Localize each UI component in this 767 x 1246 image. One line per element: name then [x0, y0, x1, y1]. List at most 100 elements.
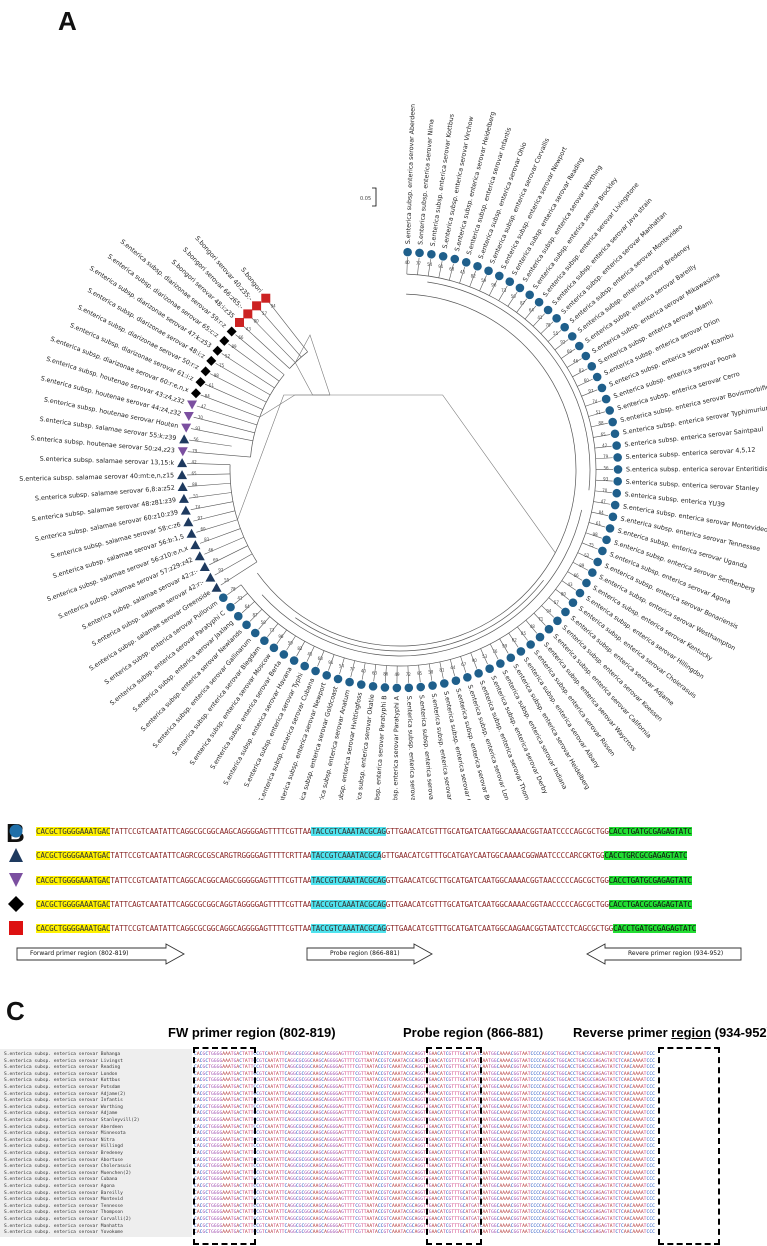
panel-c-label: C: [6, 996, 25, 1026]
terminal-branch: [498, 285, 508, 301]
terminal-branch: [259, 309, 302, 358]
inverted-triangle-marker-icon: [183, 411, 194, 421]
circle-marker-icon: [415, 248, 424, 258]
square-marker-icon: [261, 293, 271, 303]
alignment-row-name: S.enterica subsp. enterica serovar Monte…: [4, 1197, 123, 1203]
terminal-branch: [199, 528, 241, 544]
clade-arc-sub: [257, 293, 577, 647]
terminal-branch: [188, 492, 232, 499]
reverse-primer-seq: CACCTGACGCGAGAGTATC: [608, 899, 692, 909]
circle-marker-icon: [543, 305, 553, 315]
probe-seq: TACCGTCAAATACGCA: [311, 850, 382, 860]
bootstrap-value: 93: [603, 477, 609, 482]
circle-marker-icon: [602, 535, 611, 545]
circle-marker-icon: [495, 271, 504, 281]
terminal-branch: [235, 334, 285, 375]
circle-marker-icon: [575, 588, 585, 598]
bootstrap-value: 77: [350, 666, 356, 671]
circle-marker-icon: [613, 465, 623, 474]
bootstrap-value: 48: [530, 624, 536, 629]
circle-marker-icon: [461, 258, 471, 267]
terminal-branch: [533, 612, 546, 626]
terminal-branch: [548, 597, 562, 609]
circle-marker-icon: [608, 417, 617, 427]
triangle-marker-icon: [180, 505, 191, 515]
bootstrap-value: 47: [601, 499, 607, 504]
bootstrap-value: 87: [520, 300, 526, 305]
bootstrap-value: 60: [200, 526, 206, 531]
circle-marker-icon: [505, 277, 515, 286]
terminal-branch: [187, 473, 231, 476]
alignment-row-sequence: CACGCTGGGGAAATGACTATTCCGTCAATATTCAGGCGCG…: [194, 1058, 655, 1064]
bootstrap-value: 59: [481, 278, 487, 283]
alignment-row-name: S.enterica subsp. enterica serovar Barei…: [4, 1190, 123, 1196]
bootstrap-value: 43: [568, 582, 574, 587]
alignment-row-name: S.enterica subsp. enterica serovar Agona: [4, 1184, 115, 1189]
alignment-row-sequence: CACGCTGGGGAAATGACTATTCCGTCAATATTCAGGCGCG…: [194, 1071, 655, 1077]
terminal-branch: [591, 511, 609, 517]
internal-branch: [237, 394, 330, 520]
terminal-branch: [499, 638, 509, 654]
terminal-branch: [572, 561, 589, 571]
inverted-triangle-marker-icon: [9, 873, 23, 887]
panel-a-label: A: [58, 6, 77, 36]
root-branch: [295, 334, 331, 396]
circle-marker-icon: [233, 611, 243, 621]
circle-marker-icon: [242, 620, 251, 630]
terminal-branch: [541, 605, 555, 618]
terminal-branch: [215, 363, 271, 396]
probe-seq: TACCGTCAAATACGCAG: [311, 875, 386, 885]
circle-marker-icon: [345, 677, 354, 687]
triangle-marker-icon: [178, 493, 189, 503]
terminal-branch: [196, 405, 258, 426]
forward-primer-seq: CACGCTGGGGAAATGAC: [36, 899, 111, 909]
alignment-row-sequence: CACGCTGGGGAAATGACTATTCCGTCAATATTCAGGCGCG…: [194, 1065, 655, 1071]
terminal-branch: [227, 584, 242, 595]
bootstrap-value: 76: [492, 649, 498, 654]
bootstrap-value: 44: [450, 665, 456, 670]
terminal-branch: [572, 368, 588, 378]
circle-marker-icon: [561, 607, 570, 617]
panel-c-alignment: S.enterica subsp. enterica serovar Bohan…: [0, 1049, 767, 1241]
alignment-row-name: S.enterica subsp. enterica serovar Adjam…: [4, 1091, 126, 1097]
terminal-branch: [470, 652, 478, 669]
terminal-branch: [187, 451, 251, 458]
bootstrap-value: 65: [192, 471, 198, 476]
bootstrap-value: 52: [584, 553, 590, 558]
circle-marker-icon: [506, 653, 516, 663]
terminal-branch: [581, 542, 598, 550]
reverse-region-box: [658, 1047, 720, 1245]
circle-marker-icon: [403, 247, 412, 257]
alignment-row-name: S.enterica subsp. enterica serovar Chole…: [4, 1164, 132, 1170]
alignment-row-sequence: CACGCTGGGGAAATGACTATTCCGTCAATATTCAGGCGCG…: [194, 1144, 655, 1150]
bootstrap-value: 82: [297, 646, 303, 651]
mid-seq-2: GTTGAACATCGTTTGCATGATCAATGGCAAGAACGGTAAT…: [385, 923, 614, 933]
terminal-branch: [532, 313, 545, 327]
circle-marker-icon: [535, 632, 545, 642]
alignment-row-sequence: CACGCTGGGGAAATGACTATTCCGTCAATATTCAGGCGCG…: [194, 1157, 655, 1163]
terminal-branch: [524, 305, 537, 320]
bootstrap-value: 91: [328, 660, 334, 665]
bootstrap-value: 92: [560, 340, 566, 345]
triangle-marker-icon: [211, 582, 222, 592]
bootstrap-value: 83: [204, 537, 210, 542]
bootstrap-value: 73: [501, 288, 507, 293]
bootstrap-value: 62: [512, 637, 518, 642]
bootstrap-value: 97: [197, 515, 203, 520]
bootstrap-value: 90: [472, 658, 478, 663]
terminal-branch: [241, 601, 255, 614]
clade-arc-enterica: [240, 273, 597, 667]
bootstrap-value: 52: [225, 353, 231, 358]
bootstrap-value: 60: [584, 378, 590, 383]
circle-marker-icon: [250, 628, 260, 638]
circle-marker-icon: [484, 266, 493, 276]
phylogenetic-tree: 40 77 54 9168458259967350876441785592694683…: [19, 104, 767, 800]
bootstrap-value: 63: [372, 670, 378, 675]
diamond-marker-icon: [195, 377, 206, 388]
terminal-branch: [249, 608, 263, 622]
tree-leaf-label: S.enterica subsp. enterica serovar Monte…: [622, 503, 767, 534]
terminal-branch: [187, 482, 231, 487]
terminal-branch: [577, 378, 593, 387]
terminal-branch: [459, 266, 465, 284]
terminal-branch: [591, 422, 608, 428]
